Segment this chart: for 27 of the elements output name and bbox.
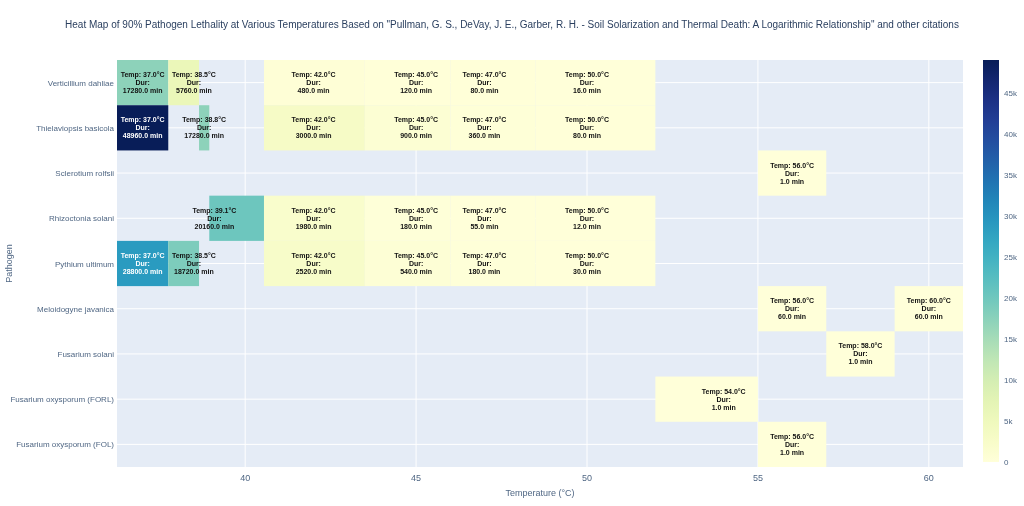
color-bar-label: 0 xyxy=(1004,458,1009,467)
color-bar-label: 10k xyxy=(1004,375,1018,385)
y-tick-label: Rhizoctonia solani xyxy=(49,214,115,224)
x-tick-label: 50 xyxy=(581,473,593,483)
x-tick-label: 55 xyxy=(752,473,763,483)
y-tick-label: Sclerotium rolfsii xyxy=(55,169,115,179)
chart-title: Heat Map of 90% Pathogen Lethality at Various Temperatures Based on "Pullman, G. S., DeVay, J. E., Garber, R. H. - Soil Solarization and Thermal Death: A Logarithmic Relationship" and other citations xyxy=(65,19,959,30)
color-bar-label: 40k xyxy=(1004,129,1018,139)
color-bar-label: 5k xyxy=(1004,416,1014,426)
x-tick-label: 40 xyxy=(240,473,251,483)
color-bar-label: 45k xyxy=(1004,88,1018,98)
color-bar-label: 25k xyxy=(1004,252,1018,262)
x-axis-title: Temperature (°C) xyxy=(505,488,575,498)
y-tick-label: Fusarium oxysporum (FOL) xyxy=(16,440,115,450)
y-tick-label: Meloidogyne javanica xyxy=(37,304,115,314)
color-bar-label: 20k xyxy=(1004,293,1018,303)
color-bar-label: 35k xyxy=(1004,170,1018,180)
y-axis-title: Pathogen xyxy=(4,244,14,283)
y-tick-label: Pythium ultimum xyxy=(54,259,115,269)
y-tick-label: Fusarium solani xyxy=(57,349,115,359)
color-bar-label: 30k xyxy=(1004,211,1018,221)
y-tick-label: Verticillium dahliae xyxy=(47,78,115,88)
x-tick-label: 45 xyxy=(411,473,422,483)
color-bar-label: 15k xyxy=(1004,334,1018,344)
y-tick-label: Thielaviopsis basicola xyxy=(36,123,115,133)
x-tick-label: 60 xyxy=(923,473,934,483)
y-tick-label: Fusarium oxysporum (FORL) xyxy=(10,395,115,405)
